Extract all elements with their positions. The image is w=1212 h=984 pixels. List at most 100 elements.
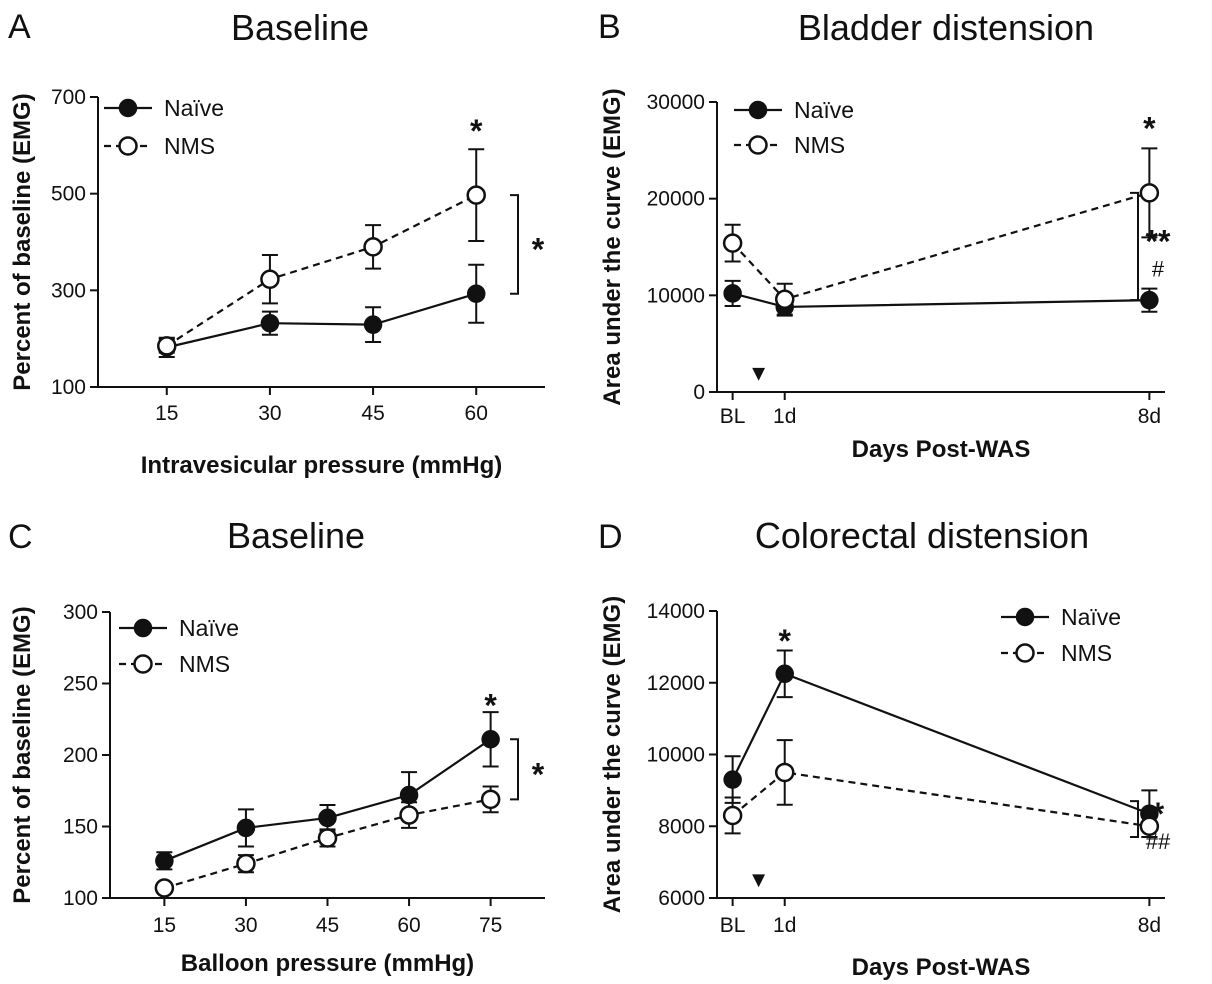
panel-c-data-point-nms [480,789,501,810]
panel-d-was-marker-icon: ▼ [748,867,770,892]
panel-c-title: Baseline [227,515,365,556]
panel-letter-a: A [8,8,31,46]
panel-a-series-line-naive [166,292,477,349]
panel-b-significance-star: * [1143,110,1156,146]
panel-b-x-tick-label: 8d [1138,405,1161,428]
panel-c-y-tick-label: 100 [63,887,98,910]
panel-d-x-tick-label: 8d [1138,914,1161,937]
panel-a-y-tick-label: 500 [51,183,86,206]
panel-a-x-axis-label: Intravesicular pressure (mmHg) [141,452,502,479]
panel-d-legend-label-nms: NMS [1061,640,1112,666]
panel-d-y-axis-label: Area under the curve (EMG) [599,596,626,913]
panel-b-x-tick-label: BL [720,405,746,428]
panel-c-legend-marker-nms [133,654,153,674]
panel-d-y-tick-label: 12000 [647,672,705,695]
panel-a-bracket-label: * [532,231,545,267]
panel-c-data-point-naive [236,818,256,838]
panel-a-x-tick-label: 60 [465,402,488,425]
panel-d-data-point-nms [1139,816,1160,836]
panel-d-x-tick-label: 1d [773,914,796,937]
panel-b-x-axis-label: Days Post-WAS [852,436,1031,463]
panel-d-legend-label-naive: Naïve [1061,604,1121,630]
panel-c-legend-label-nms: NMS [179,651,230,677]
panel-d-legend: Naïve NMS [1001,604,1121,666]
panel-d-bracket-label: * [1152,796,1165,832]
panel-c-legend: Naïve NMS [119,615,239,677]
panel-b-significance-bracket [1130,191,1139,302]
panel-d-bracket-label: ## [1146,829,1171,854]
panel-c-data-point-naive [399,785,419,805]
panel-b-bracket-label: # [1152,257,1165,282]
panel-d-data-point-nms [722,805,743,826]
panel-a-data-point-nms [260,269,280,289]
panel-b-data-point-naive [1140,290,1159,310]
panel-b-legend-marker-naive [748,100,768,120]
panel-a-y-tick-label: 700 [51,86,86,109]
panel-b-y-tick-label: 0 [693,381,705,404]
panel-c-data-point-nms [236,853,256,874]
panel-d-title: Colorectal distension [755,515,1089,556]
panel-c: Baseline Percent of baseline (EMG) Balloon… [9,515,545,977]
panel-c-data-point-nms [154,878,175,898]
panel-c-legend-marker-naive [133,618,153,638]
panel-b-y-tick-label: 20000 [647,188,705,211]
panel-d-legend-marker-nms [1015,643,1035,663]
panel-a-title: Baseline [231,7,369,48]
panel-c-y-tick-label: 150 [63,816,98,839]
panel-b-data-point-nms [722,233,743,253]
panel-b-legend-marker-nms [748,135,768,155]
panel-a-data-point-naive [260,313,280,333]
panel-c-y-tick-label: 250 [63,673,98,696]
panel-a: Baseline Percent of baseline (EMG) Intrave… [9,7,545,479]
panel-c-y-tick-label: 200 [63,744,98,767]
panel-d-series-line-naive [731,672,1150,815]
panel-d-y-tick-label: 6000 [658,887,705,910]
panel-a-data-point-naive [363,315,383,334]
panel-a-significance-bracket [510,194,519,295]
panel-b-x-tick-label: 1d [773,405,796,428]
panel-b-data-point-naive [723,284,742,303]
panel-c-y-axis-label: Percent of baseline (EMG) [9,606,36,903]
panel-c-data-point-nms [399,805,419,825]
panel-a-legend-marker-naive [118,98,138,118]
panel-b-series-line-nms [731,191,1150,301]
panel-d-data-point-nms [774,762,795,783]
panel-b-title: Bladder distension [798,7,1094,48]
panel-b-legend-label-nms: NMS [794,132,845,158]
panel-d-significance-star: * [778,623,791,659]
panel-a-data-point-nms [466,185,486,205]
panel-a-series-line-nms [166,194,477,347]
panel-a-y-axis-label: Percent of baseline (EMG) [9,93,36,390]
panel-c-significance-bracket [510,738,519,801]
panel-c-significance-star: * [484,688,497,724]
panel-c-x-tick-label: 30 [234,914,257,937]
panel-a-x-tick-label: 45 [361,402,384,425]
panel-b: Bladder distension Area under the curve (… [599,7,1171,463]
panel-a-legend: Naïve NMS [104,95,224,159]
panel-c-data-point-naive [481,730,500,749]
panel-b-y-tick-label: 30000 [647,91,705,114]
panel-d-x-axis-label: Days Post-WAS [852,954,1031,981]
panel-c-y-tick-label: 300 [63,601,98,624]
panel-c-legend-label-naive: Naïve [179,615,239,641]
panel-c-x-tick-label: 15 [153,914,176,937]
panel-c-x-tick-label: 60 [397,914,420,937]
panel-a-legend-marker-nms [118,136,138,156]
panel-a-data-point-naive [466,284,486,303]
panel-b-bracket-label: ** [1146,224,1171,260]
panel-d-x-tick-label: BL [720,914,746,937]
panel-c-data-point-nms [317,828,338,848]
panel-letter-b: B [598,8,621,46]
panel-d-series-line-nms [731,771,1150,828]
panel-a-x-tick-label: 30 [258,402,281,425]
panel-b-legend-label-naive: Naïve [794,97,854,123]
panel-d-y-tick-label: 8000 [658,815,705,838]
panel-a-data-point-nms [157,336,177,356]
panel-d-y-tick-label: 10000 [647,744,705,767]
panel-d: Colorectal distension Area under the curv… [599,515,1171,981]
panel-c-data-point-naive [318,808,337,828]
panel-b-y-tick-label: 10000 [647,284,705,307]
panel-b-y-axis-label: Area under the curve (EMG) [599,88,626,405]
panel-b-legend: Naïve NMS [734,97,854,158]
panel-letter-c: C [8,518,33,556]
